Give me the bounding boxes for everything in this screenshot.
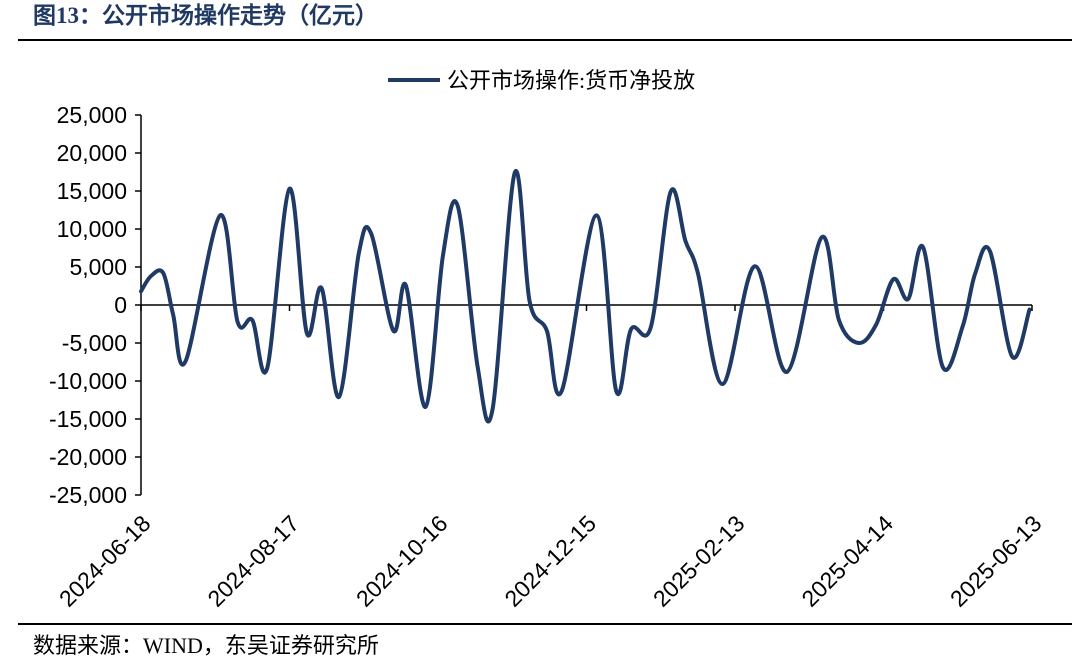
x-tick-label: 2024-12-15 bbox=[499, 510, 601, 612]
source-note: 数据来源：WIND，东吴证券研究所 bbox=[33, 633, 379, 658]
legend: 公开市场操作:货币净投放 bbox=[388, 68, 695, 93]
y-tick-label: 20,000 bbox=[57, 140, 127, 166]
y-tick-label: 15,000 bbox=[57, 178, 127, 204]
y-tick-label: 5,000 bbox=[69, 254, 127, 280]
series-line bbox=[139, 168, 1032, 424]
y-tick-label: 25,000 bbox=[57, 102, 127, 128]
y-tick-label: -20,000 bbox=[49, 444, 127, 470]
figure-caption: 图13：公开市场操作走势（亿元） bbox=[33, 3, 378, 28]
x-tick-label: 2025-06-13 bbox=[945, 510, 1047, 612]
y-tick-label: -10,000 bbox=[49, 368, 127, 394]
y-axis: 25,000 20,000 15,000 10,000 5,000 0 -5,000 -10,… bbox=[49, 102, 142, 508]
x-tick-label: 2024-08-17 bbox=[202, 510, 304, 612]
caption-divider bbox=[18, 39, 1072, 41]
x-tick-label: 2025-04-14 bbox=[796, 510, 898, 612]
y-tick-label: -5,000 bbox=[62, 330, 127, 356]
y-tick-label: -15,000 bbox=[49, 406, 127, 432]
x-tick-label: 2024-10-16 bbox=[351, 510, 453, 612]
x-tick-label: 2024-06-18 bbox=[54, 510, 156, 612]
x-tick-label: 2025-02-13 bbox=[648, 510, 750, 612]
y-tick-label: 10,000 bbox=[57, 216, 127, 242]
legend-label: 公开市场操作:货币净投放 bbox=[447, 68, 695, 93]
source-divider bbox=[18, 623, 1072, 625]
y-tick-label: -25,000 bbox=[49, 482, 127, 508]
y-tick-label: 0 bbox=[114, 292, 127, 318]
